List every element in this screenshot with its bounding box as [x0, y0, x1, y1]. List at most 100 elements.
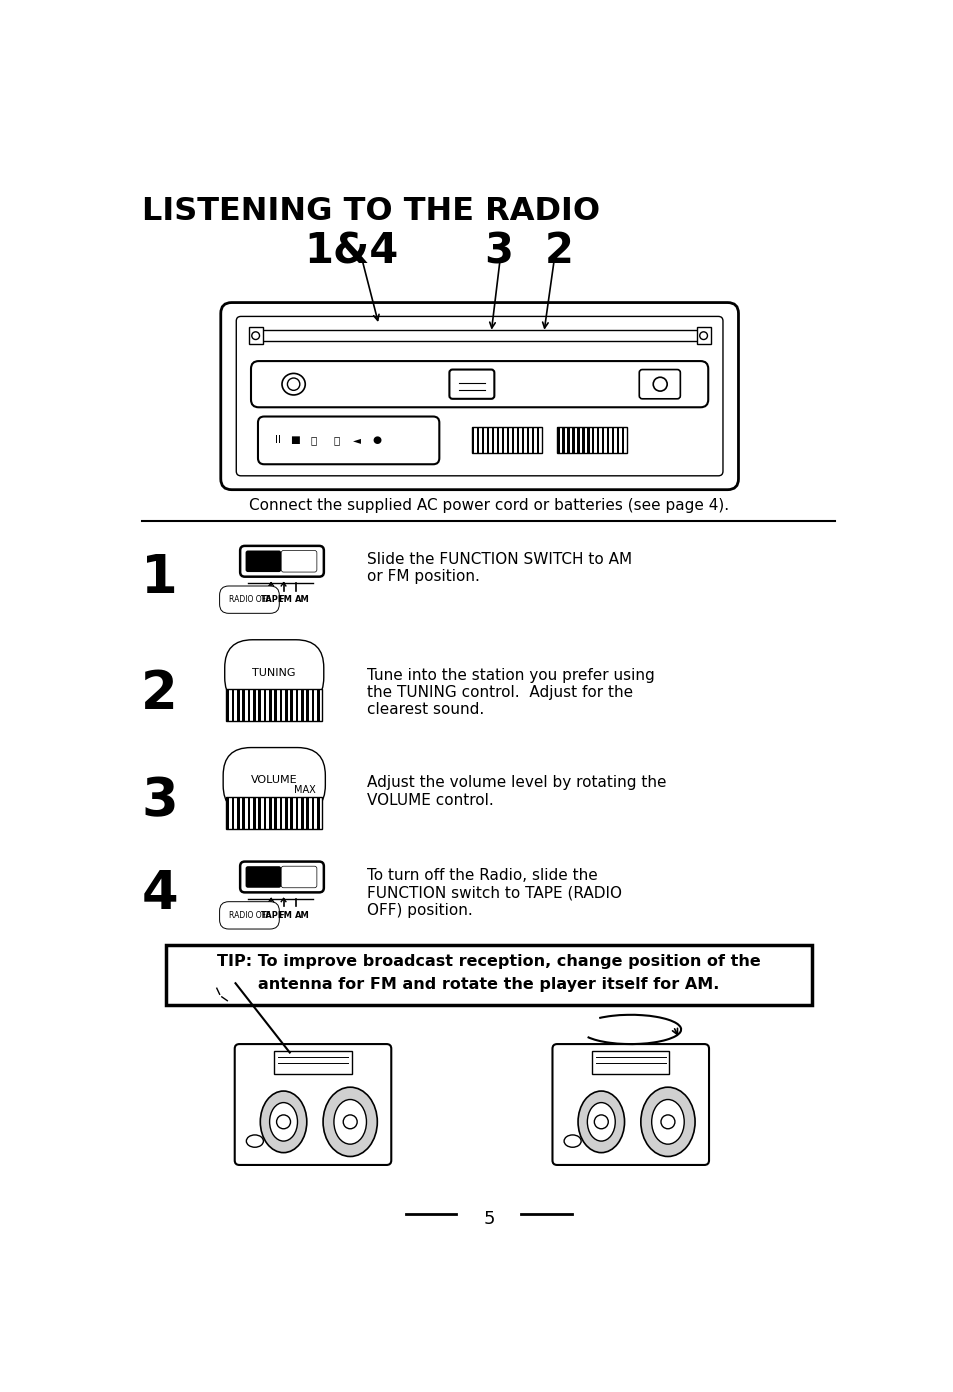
Bar	[258, 689, 260, 721]
Bar	[247, 689, 250, 721]
Bar	[511, 426, 514, 454]
Text: RADIO OFF: RADIO OFF	[229, 596, 270, 604]
Bar	[561, 426, 564, 454]
Bar	[517, 426, 518, 454]
FancyBboxPatch shape	[245, 866, 281, 888]
Text: 2: 2	[141, 668, 178, 720]
Bar	[279, 689, 282, 721]
Bar	[290, 796, 293, 830]
Bar	[300, 689, 303, 721]
Bar	[290, 689, 293, 721]
Bar	[481, 426, 484, 454]
Bar	[611, 426, 614, 454]
FancyBboxPatch shape	[449, 369, 494, 400]
Text: TUNING: TUNING	[253, 668, 295, 678]
Ellipse shape	[246, 1134, 263, 1147]
Text: ◄: ◄	[353, 436, 361, 445]
Bar	[592, 426, 594, 454]
Ellipse shape	[323, 1087, 377, 1157]
Bar	[253, 689, 255, 721]
Bar	[274, 796, 276, 830]
FancyBboxPatch shape	[234, 1044, 391, 1165]
Bar	[526, 426, 529, 454]
Bar	[247, 796, 250, 830]
Bar	[501, 426, 504, 454]
Bar	[279, 796, 282, 830]
FancyBboxPatch shape	[281, 550, 316, 572]
Text: 1: 1	[141, 553, 178, 604]
Text: VOLUME: VOLUME	[251, 775, 297, 785]
Bar	[617, 426, 618, 454]
Bar	[249, 327, 262, 344]
Bar	[312, 689, 314, 721]
FancyBboxPatch shape	[639, 369, 679, 400]
Circle shape	[252, 331, 259, 340]
FancyBboxPatch shape	[281, 866, 316, 888]
FancyBboxPatch shape	[245, 550, 281, 572]
FancyBboxPatch shape	[251, 361, 707, 408]
Bar	[566, 426, 569, 454]
Text: FM: FM	[278, 910, 292, 920]
Text: LISTENING TO THE RADIO: LISTENING TO THE RADIO	[142, 196, 600, 227]
FancyBboxPatch shape	[257, 416, 439, 465]
Circle shape	[343, 1115, 356, 1129]
Bar	[531, 426, 534, 454]
Bar	[232, 796, 234, 830]
Text: Slide the FUNCTION SWITCH to AM
or FM position.: Slide the FUNCTION SWITCH to AM or FM po…	[367, 553, 632, 585]
Bar	[601, 426, 604, 454]
Text: II: II	[274, 436, 281, 445]
Bar	[269, 689, 272, 721]
Bar	[476, 426, 478, 454]
Text: MAX: MAX	[294, 785, 315, 795]
Text: 2: 2	[544, 230, 574, 273]
Bar	[472, 426, 541, 454]
Bar	[577, 426, 578, 454]
FancyBboxPatch shape	[552, 1044, 708, 1165]
Text: 3: 3	[484, 230, 513, 273]
Ellipse shape	[640, 1087, 695, 1157]
Circle shape	[287, 379, 299, 390]
Ellipse shape	[260, 1091, 307, 1153]
Bar	[597, 426, 598, 454]
Text: 4: 4	[141, 867, 177, 920]
Bar	[242, 796, 245, 830]
Ellipse shape	[270, 1102, 297, 1141]
Text: TAPE: TAPE	[261, 596, 284, 604]
Text: TAPE: TAPE	[261, 910, 284, 920]
Bar	[557, 426, 626, 454]
Bar	[316, 689, 319, 721]
Bar	[306, 796, 309, 830]
Bar	[300, 796, 303, 830]
Text: TIP: To improve broadcast reception, change position of the: TIP: To improve broadcast reception, cha…	[217, 954, 760, 969]
Bar	[572, 426, 574, 454]
Ellipse shape	[651, 1100, 683, 1144]
Text: Connect the supplied AC power cord or batteries (see page 4).: Connect the supplied AC power cord or ba…	[249, 498, 728, 514]
Circle shape	[653, 377, 666, 391]
Bar	[285, 689, 287, 721]
FancyBboxPatch shape	[240, 862, 323, 892]
Bar	[581, 426, 584, 454]
Ellipse shape	[578, 1091, 624, 1153]
Bar	[537, 426, 538, 454]
Ellipse shape	[334, 1100, 366, 1144]
Ellipse shape	[563, 1134, 580, 1147]
Circle shape	[594, 1115, 608, 1129]
Bar	[263, 689, 266, 721]
Text: ■: ■	[290, 436, 300, 445]
Bar	[269, 796, 272, 830]
Ellipse shape	[282, 373, 305, 395]
Bar	[236, 689, 239, 721]
FancyBboxPatch shape	[220, 302, 738, 490]
Text: Adjust the volume level by rotating the
VOLUME control.: Adjust the volume level by rotating the …	[367, 775, 666, 807]
Text: antenna for FM and rotate the player itself for AM.: antenna for FM and rotate the player its…	[258, 977, 719, 992]
Bar	[226, 689, 322, 721]
Bar	[226, 796, 229, 830]
Bar	[506, 426, 509, 454]
FancyBboxPatch shape	[236, 316, 722, 476]
Circle shape	[276, 1115, 291, 1129]
Text: 5: 5	[482, 1210, 495, 1228]
Text: RADIO OFF: RADIO OFF	[229, 910, 270, 920]
Text: FM: FM	[278, 596, 292, 604]
Bar	[242, 689, 245, 721]
Bar	[306, 689, 309, 721]
